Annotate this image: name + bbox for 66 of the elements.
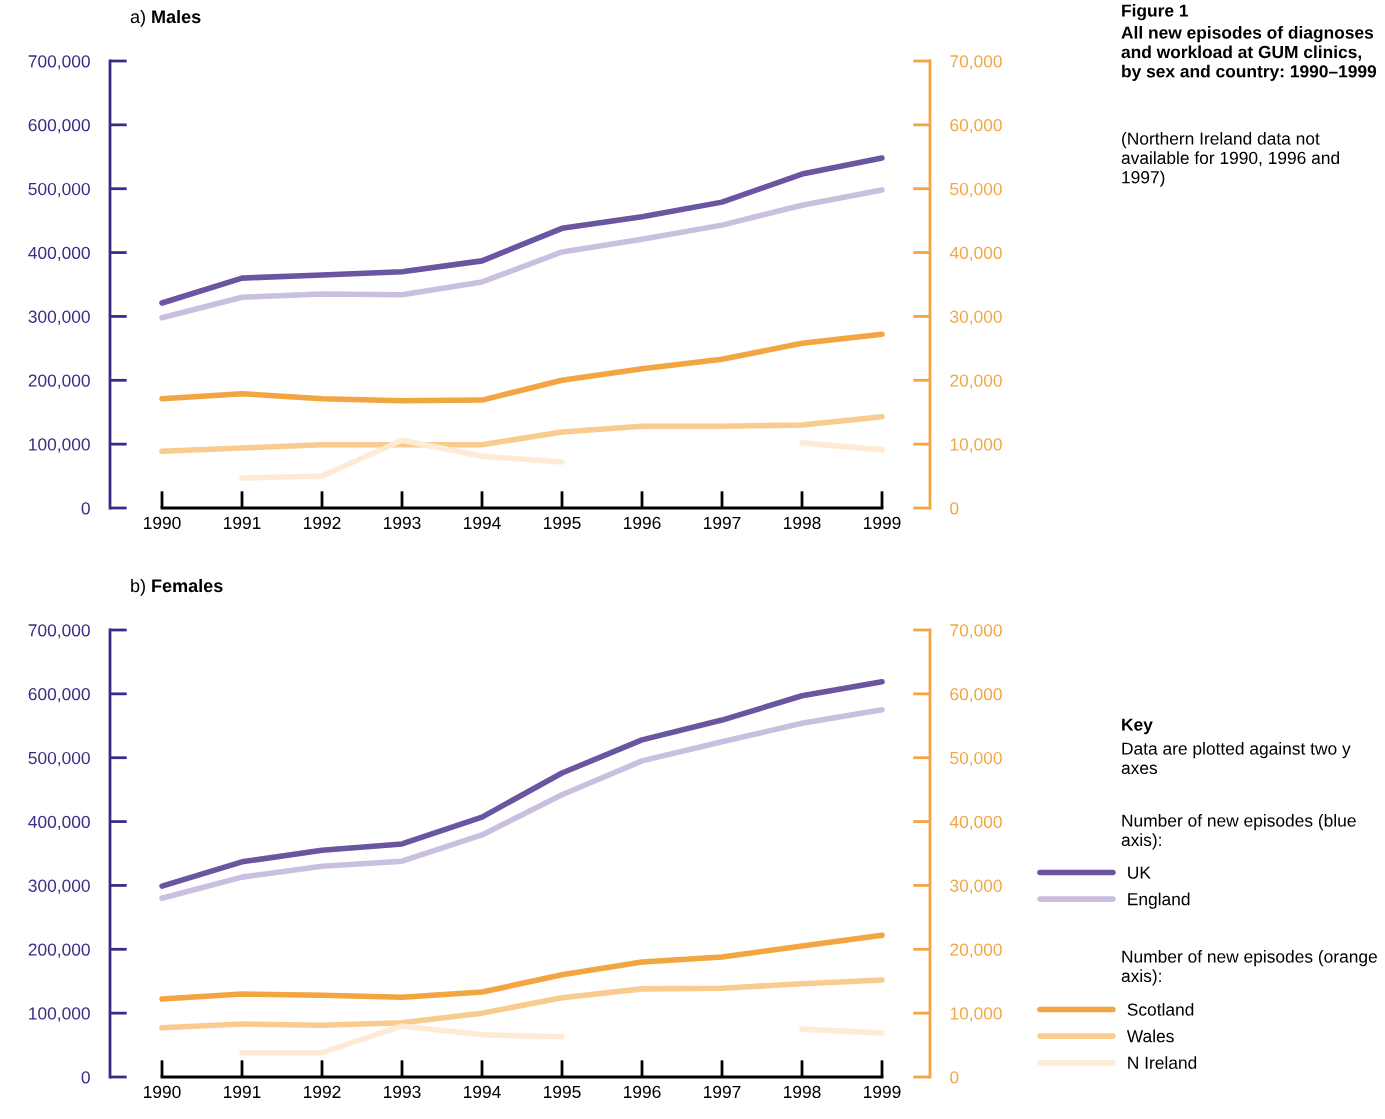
legend-label: UK [1128, 866, 1151, 879]
y2-tick-label: 20,000 [950, 943, 1002, 958]
chart-title: a) Males [130, 9, 201, 27]
y-tick-label: 700,000 [28, 55, 90, 70]
x-tick-label: 1999 [864, 516, 901, 530]
x-tick-label: 1996 [624, 1085, 661, 1099]
y-tick-label: 400,000 [28, 246, 90, 262]
y-tick-label: 200,000 [28, 374, 90, 389]
y-tick-label: 300,000 [28, 879, 90, 894]
y2-tick-label: 0 [950, 1071, 959, 1084]
x-tick-label: 1994 [464, 1085, 501, 1099]
x-tick-label: 1997 [704, 516, 741, 530]
y2-tick-label: 50,000 [950, 751, 1002, 767]
y2-tick-label: 30,000 [950, 879, 1002, 894]
text: Number of new episodes (blue axis): [1121, 814, 1356, 850]
x-tick-label: 1996 [624, 516, 661, 530]
x-tick-label: 1994 [464, 516, 501, 530]
x-tick-label: 1999 [864, 1085, 901, 1099]
y2-tick-label: 0 [950, 502, 959, 515]
legend-label: N Ireland [1128, 1056, 1197, 1069]
y2-tick-label: 40,000 [949, 815, 1002, 831]
x-tick-label: 1990 [144, 1085, 181, 1099]
x-tick-label: 1995 [544, 516, 581, 530]
y-tick-label: 700,000 [28, 624, 90, 639]
chart-title: b) Females [131, 578, 223, 596]
x-tick-label: 1993 [384, 1085, 421, 1099]
x-tick-label: 1991 [224, 516, 261, 530]
y-tick-label: 400,000 [28, 815, 90, 831]
y-tick-label: 500,000 [28, 751, 90, 767]
x-tick-label: 1997 [704, 1085, 741, 1099]
y-tick-label: 0 [81, 502, 90, 515]
text: Data are plotted against two y axes [1121, 742, 1351, 775]
y-tick-label: 600,000 [28, 688, 90, 703]
y-tick-label: 500,000 [28, 182, 90, 198]
y2-tick-label: 60,000 [950, 119, 1002, 134]
text: All new episodes of diagnoses and workload at GUM clinics, by sex and country: 1990–1999 [1121, 26, 1377, 81]
y2-tick-label: 70,000 [950, 55, 1002, 70]
x-tick-label: 1993 [384, 516, 421, 530]
y2-tick-label: 10,000 [950, 1007, 1002, 1022]
caption: Figure 1 [1122, 4, 1189, 21]
legend-label: England [1128, 892, 1190, 909]
x-tick-label: 1998 [784, 516, 821, 530]
x-tick-label: 1992 [304, 1085, 341, 1099]
legend-label: Scotland [1127, 1003, 1194, 1016]
y2-tick-label: 50,000 [950, 182, 1002, 198]
y2-tick-label: 10,000 [950, 438, 1002, 453]
x-tick-label: 1998 [784, 1085, 821, 1099]
x-tick-label: 1995 [544, 1085, 581, 1099]
y2-tick-label: 60,000 [950, 688, 1002, 703]
text: (Northern Ireland data not available for 1990, 1996 and 1997) [1121, 132, 1339, 187]
x-tick-label: 1992 [304, 516, 341, 530]
y2-tick-label: 20,000 [950, 374, 1002, 389]
legend-label: Wales [1126, 1029, 1174, 1043]
y-tick-label: 0 [81, 1071, 90, 1084]
text: Key [1122, 718, 1153, 735]
y-tick-label: 100,000 [29, 1007, 90, 1022]
y-tick-label: 300,000 [28, 310, 90, 325]
x-tick-label: 1991 [224, 1085, 261, 1099]
y2-tick-label: 40,000 [949, 246, 1002, 262]
y-tick-label: 600,000 [28, 119, 90, 134]
x-tick-label: 1990 [144, 516, 181, 530]
text: Number of new episodes (orange axis): [1121, 950, 1377, 986]
y2-tick-label: 30,000 [950, 310, 1002, 325]
y-tick-label: 100,000 [29, 438, 90, 453]
y2-tick-label: 70,000 [950, 624, 1002, 639]
y-tick-label: 200,000 [28, 943, 90, 958]
